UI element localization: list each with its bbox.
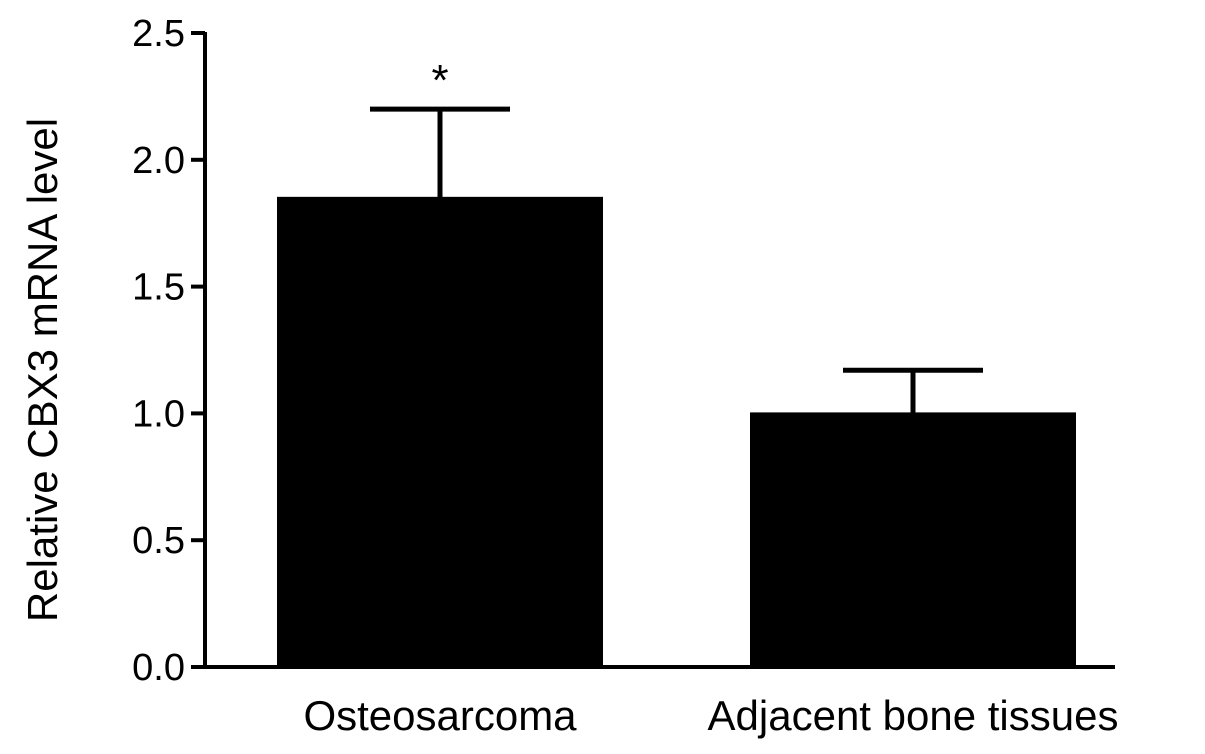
labels: * Osteosarcoma Adjacent bone tissues xyxy=(303,56,1118,739)
y-axis: 0.0 0.5 1.0 1.5 2.0 2.5 xyxy=(132,13,207,689)
y-axis-label: Relative CBX3 mRNA level xyxy=(19,118,66,622)
y-tick-label: 2.5 xyxy=(132,13,185,55)
x-tick-label: Adjacent bone tissues xyxy=(708,692,1119,739)
y-tick-label: 1.0 xyxy=(132,393,185,435)
x-tick-label: Osteosarcoma xyxy=(303,692,577,739)
y-tick-label: 0.5 xyxy=(132,520,185,562)
significance-marker: * xyxy=(431,56,448,105)
bars xyxy=(277,106,1076,668)
bar-adjacent-bone-tissues xyxy=(750,412,1076,668)
y-tick-label: 0.0 xyxy=(132,647,185,689)
y-tick-label: 2.0 xyxy=(132,140,185,182)
bar-osteosarcoma xyxy=(277,196,603,668)
y-tick-label: 1.5 xyxy=(132,267,185,309)
